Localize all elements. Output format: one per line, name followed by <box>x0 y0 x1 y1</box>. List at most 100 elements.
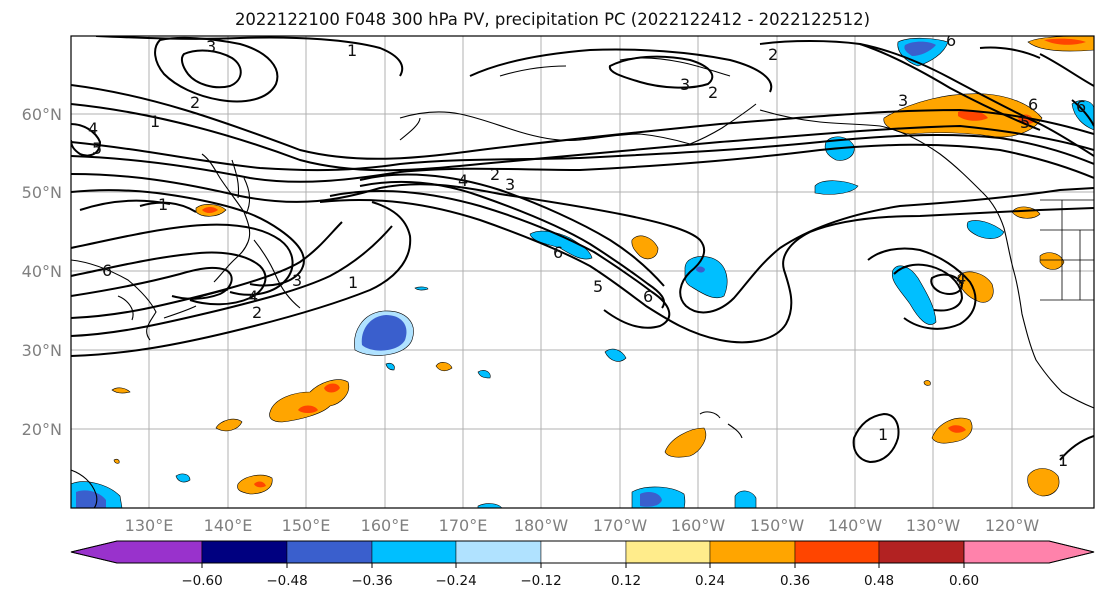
precip-blob-neg <box>529 230 593 260</box>
contour-label: 3 <box>206 37 216 56</box>
colorbar-segment <box>540 540 627 564</box>
contour-label: 6 <box>1028 95 1038 114</box>
pv-contour <box>852 412 900 464</box>
lat-label: 40°N <box>22 262 62 281</box>
contour-label: 4 <box>88 119 98 138</box>
lon-label: 170°W <box>593 516 648 535</box>
colorbar-extend-max <box>963 540 1095 564</box>
colorbar-extend-min <box>70 540 203 564</box>
precip-blob-pos <box>113 458 120 464</box>
precip-blob-pos <box>1039 252 1065 270</box>
contour-label: 1 <box>1058 451 1068 470</box>
contour-label: 3 <box>292 271 302 290</box>
pv-contour <box>71 221 393 337</box>
state-borders <box>1040 199 1094 301</box>
lon-label: 130°W <box>906 516 961 535</box>
precip-blob-pos <box>324 383 340 393</box>
coast-sakhalin <box>231 159 251 215</box>
pv-contour <box>154 36 279 103</box>
pv-contours <box>71 36 1094 464</box>
lon-label: 150°W <box>750 516 805 535</box>
colorbar-tick-label: −0.48 <box>266 573 307 589</box>
contour-label: 5 <box>593 277 603 296</box>
pv-contour <box>867 247 977 330</box>
pv-contour <box>1039 53 1094 87</box>
precip-blob-pos <box>254 481 266 488</box>
colorbar-segment <box>201 540 288 564</box>
precip-blob-neg <box>696 266 705 273</box>
lon-label: 140°E <box>204 516 253 535</box>
coast-kuril <box>253 239 301 309</box>
pv-contour <box>71 201 412 357</box>
precip-blob-neg <box>734 490 757 508</box>
pv-contour <box>180 49 242 89</box>
precip-blob-pos <box>1044 38 1086 45</box>
colorbar-tick-label: 0.12 <box>611 573 641 589</box>
precip-blob-neg <box>814 180 859 195</box>
colorbar-tick-label: 0.48 <box>864 573 894 589</box>
precip-shading <box>71 36 1094 508</box>
precip-blob-pos <box>664 427 707 458</box>
latitude-labels: 60°N 50°N 40°N 30°N 20°N <box>22 105 62 439</box>
coastlines <box>71 57 1094 508</box>
precip-blob-pos <box>923 380 931 386</box>
pv-contour <box>71 84 1094 160</box>
colorbar-segment <box>794 540 880 564</box>
pv-contour <box>359 173 666 309</box>
longitude-labels: 130°E 140°E 150°E 160°E 170°E 180°W 170°… <box>125 516 1040 535</box>
pv-contour <box>859 43 1041 131</box>
pv-contour <box>71 223 294 296</box>
colorbar-segment <box>455 540 542 564</box>
pv-contour <box>71 173 1094 314</box>
lon-label: 160°E <box>361 516 410 535</box>
pv-contour <box>930 273 964 295</box>
colorbar: −0.60 −0.48 −0.36 −0.24 −0.12 0.12 0.24 … <box>70 540 1095 589</box>
lon-label: 170°E <box>439 516 488 535</box>
pv-contour <box>71 266 233 300</box>
contour-label: 6 <box>643 287 653 306</box>
pv-contour <box>71 134 1094 172</box>
contour-label: 3 <box>505 175 515 194</box>
colorbar-tick-label: −0.24 <box>435 573 476 589</box>
contour-label: 1 <box>348 273 358 292</box>
contour-label: 5 <box>1020 113 1030 132</box>
contour-label: 3 <box>898 91 908 110</box>
pv-contour <box>71 123 102 157</box>
colorbar-segment <box>286 540 373 564</box>
lat-label: 30°N <box>22 341 62 360</box>
colorbar-segment <box>709 540 796 564</box>
precip-blob-neg <box>385 362 395 371</box>
precip-blob-pos <box>298 405 318 413</box>
pv-contour <box>71 189 305 287</box>
colorbar-tick-label: 0.60 <box>949 573 979 589</box>
contour-label: 2 <box>252 303 262 322</box>
precip-blob-pos <box>958 110 988 121</box>
precip-blob-neg <box>1071 100 1094 131</box>
pv-contour <box>329 190 671 329</box>
contour-label: 5 <box>92 139 102 158</box>
chart-title: 2022122100 F048 300 hPa PV, precipitatio… <box>234 10 871 29</box>
pv-contour <box>95 36 404 77</box>
contour-label: 6 <box>102 261 112 280</box>
precip-blob-neg <box>414 286 429 291</box>
colorbar-segment <box>878 540 965 564</box>
pv-contour <box>469 48 773 93</box>
precip-blob-neg <box>604 348 627 362</box>
map-border <box>70 35 1095 509</box>
contour-label: 2 <box>190 93 200 112</box>
precip-blob-neg <box>966 220 1005 239</box>
pv-contour <box>319 199 1094 344</box>
lon-label: 150°E <box>282 516 331 535</box>
contour-label: 4 <box>248 287 258 306</box>
lat-label: 60°N <box>22 105 62 124</box>
contour-labels: 3 1 2 1 4 5 1 6 4 2 3 1 4 2 3 6 5 6 3 2 … <box>88 36 1086 470</box>
precip-blob-pos <box>215 418 243 432</box>
pv-contour <box>759 40 1094 157</box>
precip-blob-neg <box>477 503 503 508</box>
pv-contour <box>79 199 197 213</box>
contour-label: 4 <box>458 171 468 190</box>
precip-blob-neg <box>904 41 936 56</box>
lon-label: 160°W <box>671 516 726 535</box>
contour-label: 1 <box>158 195 168 214</box>
